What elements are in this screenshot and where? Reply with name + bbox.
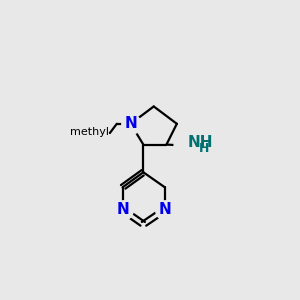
- Text: N: N: [158, 202, 171, 217]
- Text: H: H: [199, 142, 209, 155]
- Text: N: N: [124, 116, 137, 131]
- Text: N: N: [116, 202, 129, 217]
- Text: methyl: methyl: [70, 127, 109, 137]
- Text: NH: NH: [187, 135, 213, 150]
